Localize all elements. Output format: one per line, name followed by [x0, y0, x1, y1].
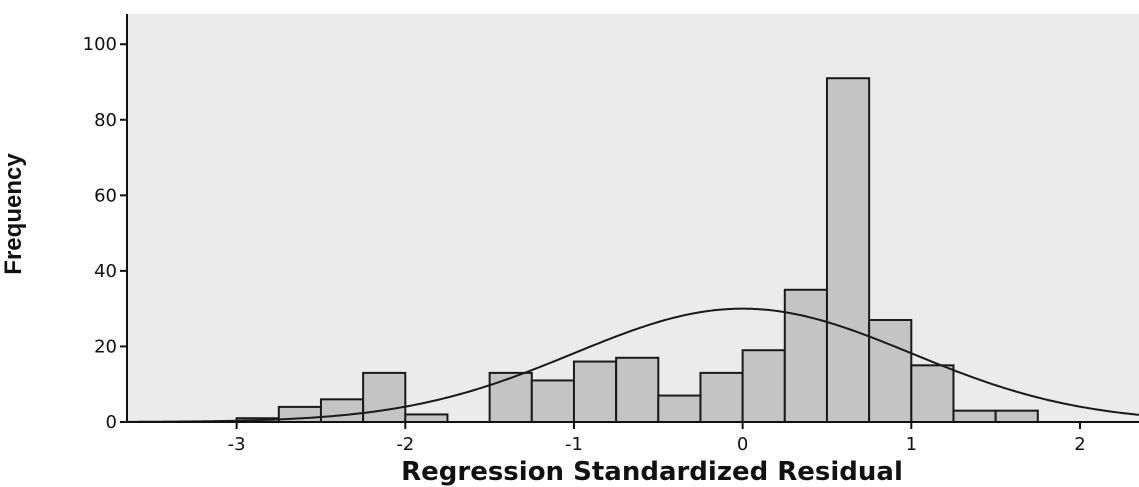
histogram-bar-5 — [488, 371, 533, 423]
y-tick-label-0: 0 — [106, 412, 117, 433]
x-tick-label-3: 0 — [737, 434, 748, 455]
histogram-bar-4 — [404, 413, 449, 424]
y-tick-label-2: 40 — [94, 261, 117, 282]
x-tick-label-4: 1 — [906, 434, 917, 455]
bars-group — [235, 77, 1039, 424]
x-tick-label-5: 2 — [1074, 434, 1085, 455]
histogram-bar-8 — [615, 356, 660, 423]
y-tick-label-4: 80 — [94, 110, 117, 131]
histogram-bar-13 — [825, 77, 871, 423]
histogram-bar-10 — [699, 371, 744, 423]
x-axis-label: Regression Standardized Residual — [401, 457, 903, 487]
y-tick-label-3: 60 — [94, 185, 117, 206]
histogram-bar-3 — [362, 371, 407, 423]
histogram-bar-6 — [530, 379, 575, 424]
plot-area — [127, 14, 1139, 422]
histogram-bar-14 — [868, 319, 913, 423]
histogram-bar-11 — [741, 349, 786, 424]
y-tick-label-5: 100 — [83, 34, 117, 55]
x-ticks-group: -3 -2 -1 0 1 2 — [228, 422, 1086, 455]
histogram-bar-17 — [994, 409, 1039, 423]
histogram-bar-16 — [952, 409, 997, 423]
x-tick-label-2: -1 — [565, 434, 583, 455]
histogram-bar-12 — [783, 288, 828, 423]
histogram-bar-15 — [910, 364, 955, 424]
y-ticks-group: 0 20 40 60 80 100 — [83, 34, 127, 433]
histogram-bar-9 — [657, 394, 702, 423]
y-axis-label: Frequency — [0, 153, 27, 275]
normal-curve — [126, 307, 1139, 423]
histogram-bar-2 — [319, 398, 365, 424]
x-tick-label-1: -2 — [396, 434, 414, 455]
y-tick-label-1: 20 — [94, 336, 117, 357]
x-tick-label-0: -3 — [228, 434, 246, 455]
histogram-bar-7 — [572, 360, 618, 423]
